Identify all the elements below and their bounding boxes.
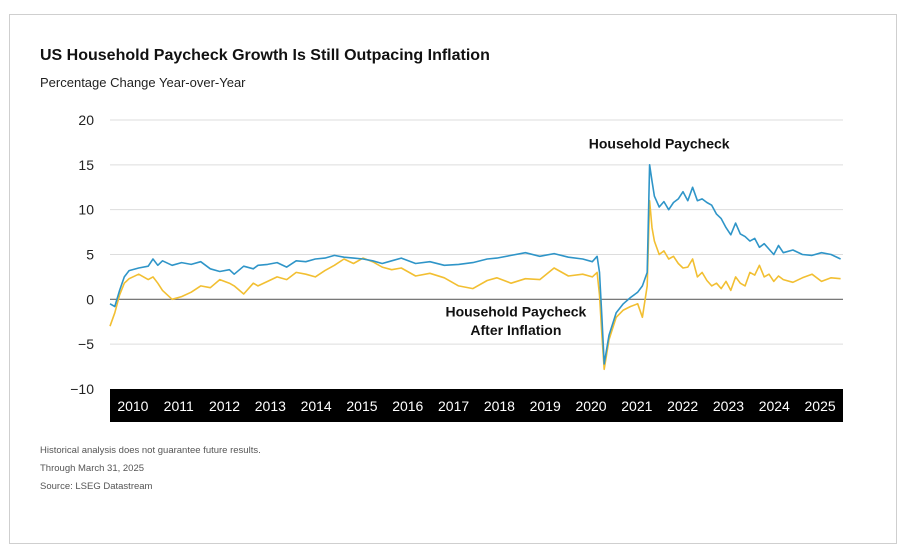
y-axis-tick-labels: 20 15 10 5 0 −5 −10: [70, 112, 94, 397]
footnote-date: Through March 31, 2025: [40, 463, 145, 474]
x-tick-label: 2023: [713, 398, 744, 414]
x-tick-label: 2020: [575, 398, 606, 414]
x-tick-label: 2021: [621, 398, 652, 414]
annotation-label: Household Paycheck: [589, 136, 730, 152]
x-tick-label: 2022: [667, 398, 698, 414]
annotation-label: After Inflation: [470, 322, 561, 338]
x-tick-label: 2011: [164, 398, 194, 414]
x-tick-label: 2016: [392, 398, 423, 414]
chart-title: US Household Paycheck Growth Is Still Ou…: [40, 47, 490, 64]
x-tick-label: 2013: [255, 398, 286, 414]
x-axis-band: [110, 389, 843, 422]
annotation-label: Household Paycheck: [445, 303, 586, 319]
y-tick-label: 20: [78, 112, 94, 128]
x-tick-label: 2025: [805, 398, 836, 414]
x-tick-label: 2024: [759, 398, 790, 414]
gridlines: [110, 119, 843, 345]
x-tick-label: 2012: [209, 398, 240, 414]
annotations: Household Paycheck Household Paycheck Afte…: [445, 136, 729, 339]
series-line-household-paycheck: [109, 164, 841, 365]
y-tick-label: 15: [78, 157, 94, 173]
chart-frame: [9, 14, 897, 544]
footnote-source: Source: LSEG Datastream: [40, 481, 153, 492]
series-lines: [109, 164, 841, 371]
x-tick-label: 2015: [346, 398, 377, 414]
y-tick-label: −10: [70, 381, 94, 397]
x-tick-label: 2018: [484, 398, 515, 414]
x-tick-label: 2017: [438, 398, 469, 414]
series-line-after-inflation: [109, 199, 841, 371]
footnote-disclaimer: Historical analysis does not guarantee f…: [40, 445, 261, 456]
y-tick-label: −5: [78, 336, 94, 352]
x-tick-label: 2019: [530, 398, 561, 414]
y-tick-label: 10: [78, 202, 94, 218]
x-tick-label: 2010: [117, 398, 148, 414]
y-tick-label: 0: [86, 291, 94, 307]
chart-subtitle: Percentage Change Year-over-Year: [40, 75, 246, 90]
x-tick-label: 2014: [301, 398, 332, 414]
x-axis-tick-labels: 2010 2011 2012 2013 2014 2015 2016 2017 2018 2019…: [117, 398, 836, 414]
y-tick-label: 5: [86, 247, 94, 263]
